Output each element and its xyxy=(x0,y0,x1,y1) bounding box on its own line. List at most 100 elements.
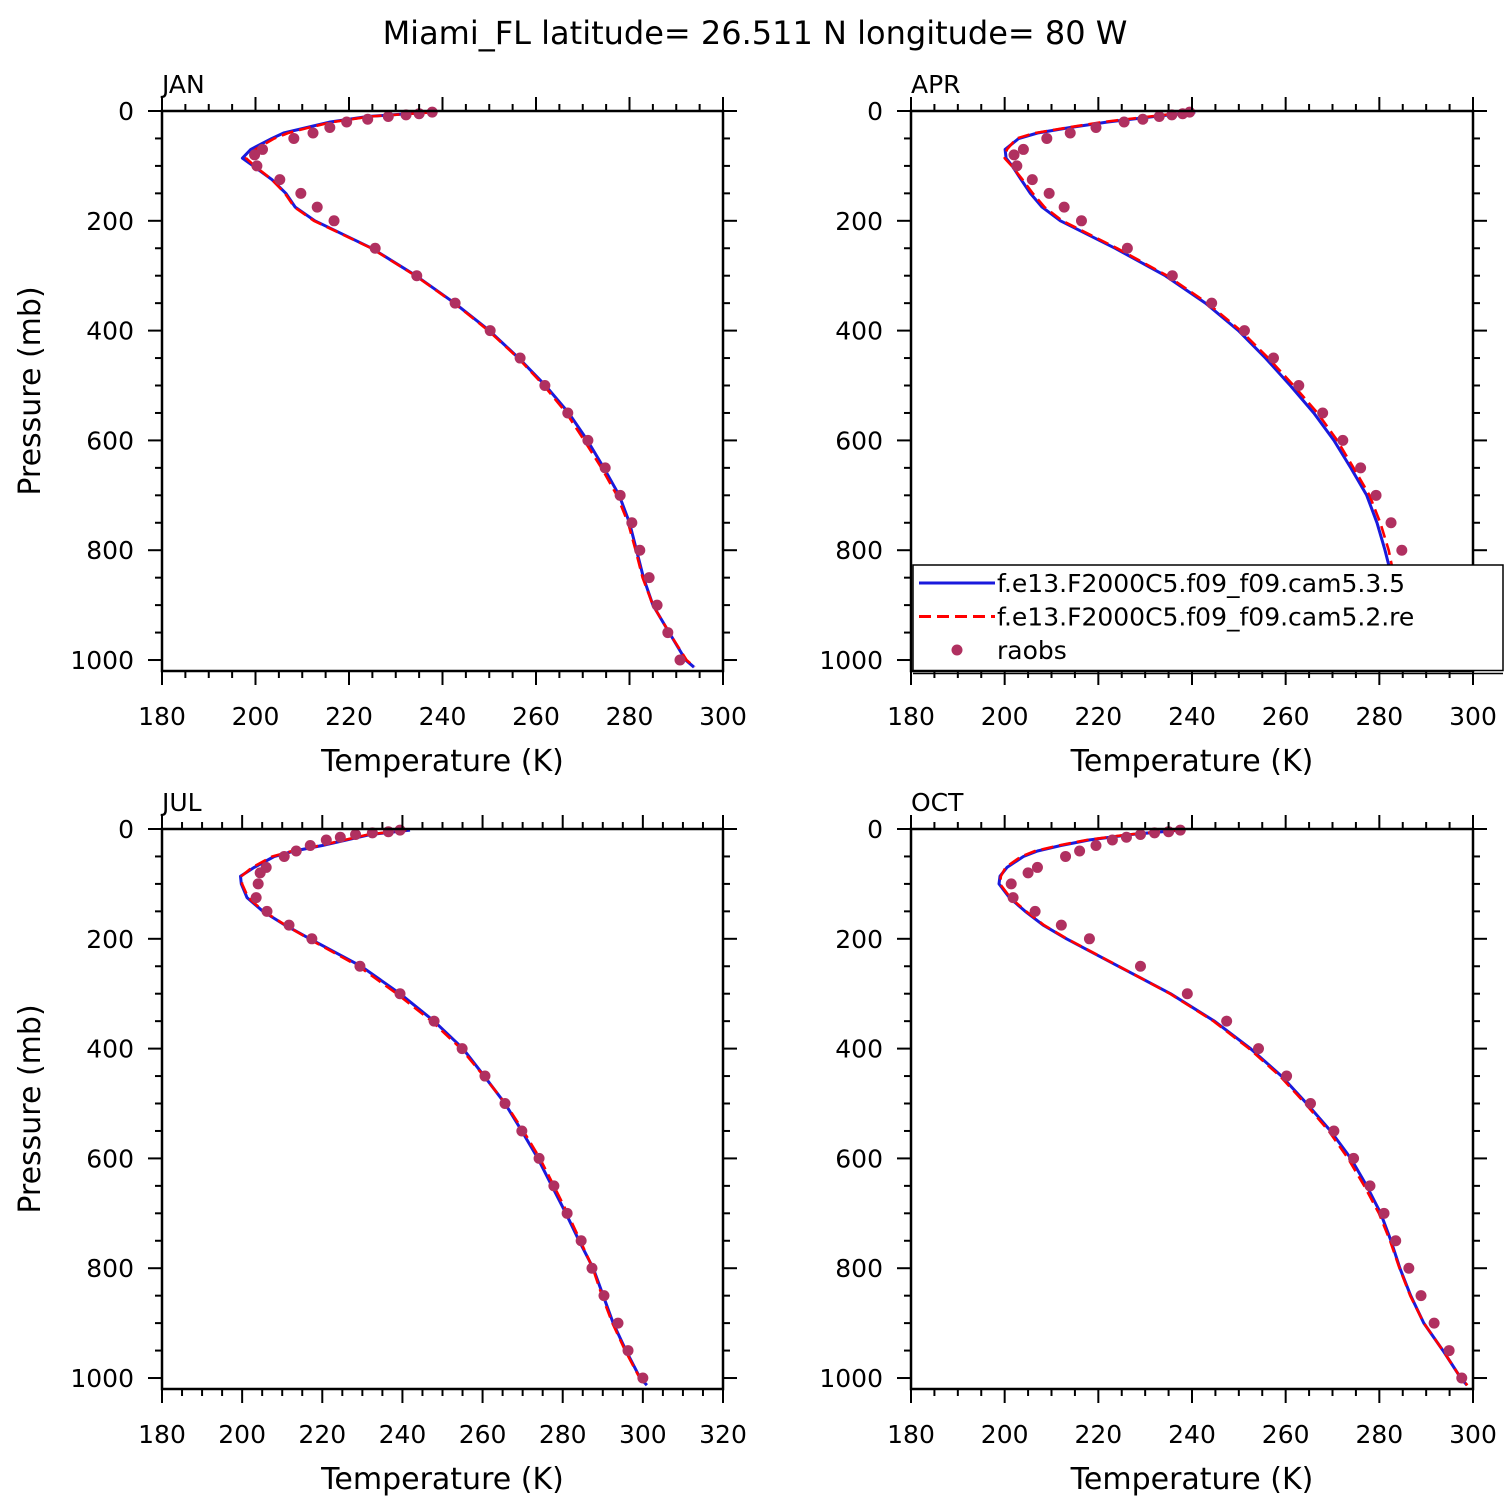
x-tick-label: 200 xyxy=(232,702,280,731)
data-point xyxy=(1011,160,1023,172)
x-tick-label: 320 xyxy=(699,1420,747,1449)
x-tick-label: 200 xyxy=(981,702,1029,731)
data-point xyxy=(1120,831,1132,843)
data-point xyxy=(598,1290,610,1302)
y-tick-label: 1000 xyxy=(70,646,134,675)
data-point xyxy=(1137,113,1149,125)
data-point xyxy=(499,1098,511,1110)
y-tick-label: 600 xyxy=(835,1144,883,1173)
y-tick-label: 1000 xyxy=(70,1364,134,1393)
y-tick-label: 600 xyxy=(86,426,134,455)
data-point xyxy=(599,462,611,474)
data-point xyxy=(1267,352,1279,364)
y-tick-label: 0 xyxy=(118,97,134,126)
data-point xyxy=(516,1125,528,1137)
data-point xyxy=(1428,1317,1440,1329)
data-point xyxy=(1055,919,1067,931)
data-point xyxy=(1317,407,1329,419)
data-point xyxy=(274,174,286,186)
data-point xyxy=(1118,116,1130,128)
data-point xyxy=(306,933,318,945)
data-point xyxy=(1134,960,1146,972)
legend-label: f.e13.F2000C5.f09_f09.cam5.3.5 xyxy=(997,569,1405,598)
data-point xyxy=(350,828,362,840)
data-point xyxy=(1281,1070,1293,1082)
data-point xyxy=(1106,834,1118,846)
data-point xyxy=(369,242,381,254)
panel-title: APR xyxy=(911,70,961,99)
data-point xyxy=(1041,132,1053,144)
data-point xyxy=(250,892,262,904)
x-tick-label: 300 xyxy=(619,1420,667,1449)
data-point xyxy=(484,325,496,337)
y-tick-label: 600 xyxy=(86,1144,134,1173)
data-point xyxy=(288,132,300,144)
y-axis-label: Pressure (mb) xyxy=(13,286,48,495)
data-point xyxy=(1396,544,1408,556)
y-axis-label: Pressure (mb) xyxy=(13,1004,48,1213)
x-tick-label: 280 xyxy=(539,1420,587,1449)
x-tick-label: 220 xyxy=(298,1420,346,1449)
x-tick-label: 260 xyxy=(512,702,560,731)
data-point xyxy=(278,850,290,862)
y-tick-label: 1000 xyxy=(819,1364,883,1393)
figure-title: Miami_FL latitude= 26.511 N longitude= 8… xyxy=(383,14,1128,52)
y-tick-label: 200 xyxy=(86,207,134,236)
data-point xyxy=(334,831,346,843)
data-point xyxy=(637,1372,649,1384)
data-point xyxy=(1083,933,1095,945)
data-point xyxy=(362,113,374,125)
y-tick-label: 800 xyxy=(86,536,134,565)
y-tick-label: 800 xyxy=(835,1254,883,1283)
data-point xyxy=(1075,215,1087,227)
data-point xyxy=(1029,905,1041,917)
x-tick-label: 300 xyxy=(1449,702,1497,731)
data-point xyxy=(533,1152,545,1164)
data-point xyxy=(1043,187,1055,199)
data-point xyxy=(1121,242,1133,254)
x-tick-label: 220 xyxy=(1074,702,1122,731)
legend-box xyxy=(912,564,1504,672)
data-point xyxy=(1238,325,1250,337)
x-tick-label: 220 xyxy=(325,702,373,731)
data-point xyxy=(1337,434,1349,446)
data-point xyxy=(614,489,626,501)
x-tick-label: 200 xyxy=(981,1420,1029,1449)
data-point xyxy=(479,1070,491,1082)
x-axis-label: Temperature (K) xyxy=(320,744,564,779)
x-axis-label: Temperature (K) xyxy=(320,1462,564,1497)
x-tick-label: 220 xyxy=(1074,1420,1122,1449)
data-point xyxy=(1390,1235,1402,1247)
y-tick-label: 400 xyxy=(835,1035,883,1064)
y-tick-label: 200 xyxy=(835,925,883,954)
y-tick-label: 800 xyxy=(835,536,883,565)
data-point xyxy=(643,572,655,584)
data-point xyxy=(456,1043,468,1055)
panel-title: JAN xyxy=(160,70,205,99)
x-tick-label: 240 xyxy=(379,1420,427,1449)
data-point xyxy=(1166,270,1178,282)
x-tick-label: 280 xyxy=(1355,1420,1403,1449)
x-tick-label: 240 xyxy=(1168,1420,1216,1449)
x-tick-label: 300 xyxy=(1449,1420,1497,1449)
x-tick-label: 260 xyxy=(459,1420,507,1449)
y-tick-label: 1000 xyxy=(819,646,883,675)
y-tick-label: 400 xyxy=(86,317,134,346)
data-point xyxy=(307,127,319,139)
data-point xyxy=(1058,201,1070,213)
x-tick-label: 300 xyxy=(699,702,747,731)
y-tick-label: 600 xyxy=(835,426,883,455)
data-point xyxy=(1403,1262,1415,1274)
data-point xyxy=(1026,174,1038,186)
data-point xyxy=(1443,1345,1455,1357)
data-point xyxy=(311,201,323,213)
x-tick-label: 260 xyxy=(1262,1420,1310,1449)
data-point xyxy=(1031,861,1043,873)
x-tick-label: 200 xyxy=(218,1420,266,1449)
x-tick-label: 180 xyxy=(887,1420,935,1449)
data-point xyxy=(651,599,663,611)
data-point xyxy=(1378,1207,1390,1219)
data-point xyxy=(1153,110,1165,122)
